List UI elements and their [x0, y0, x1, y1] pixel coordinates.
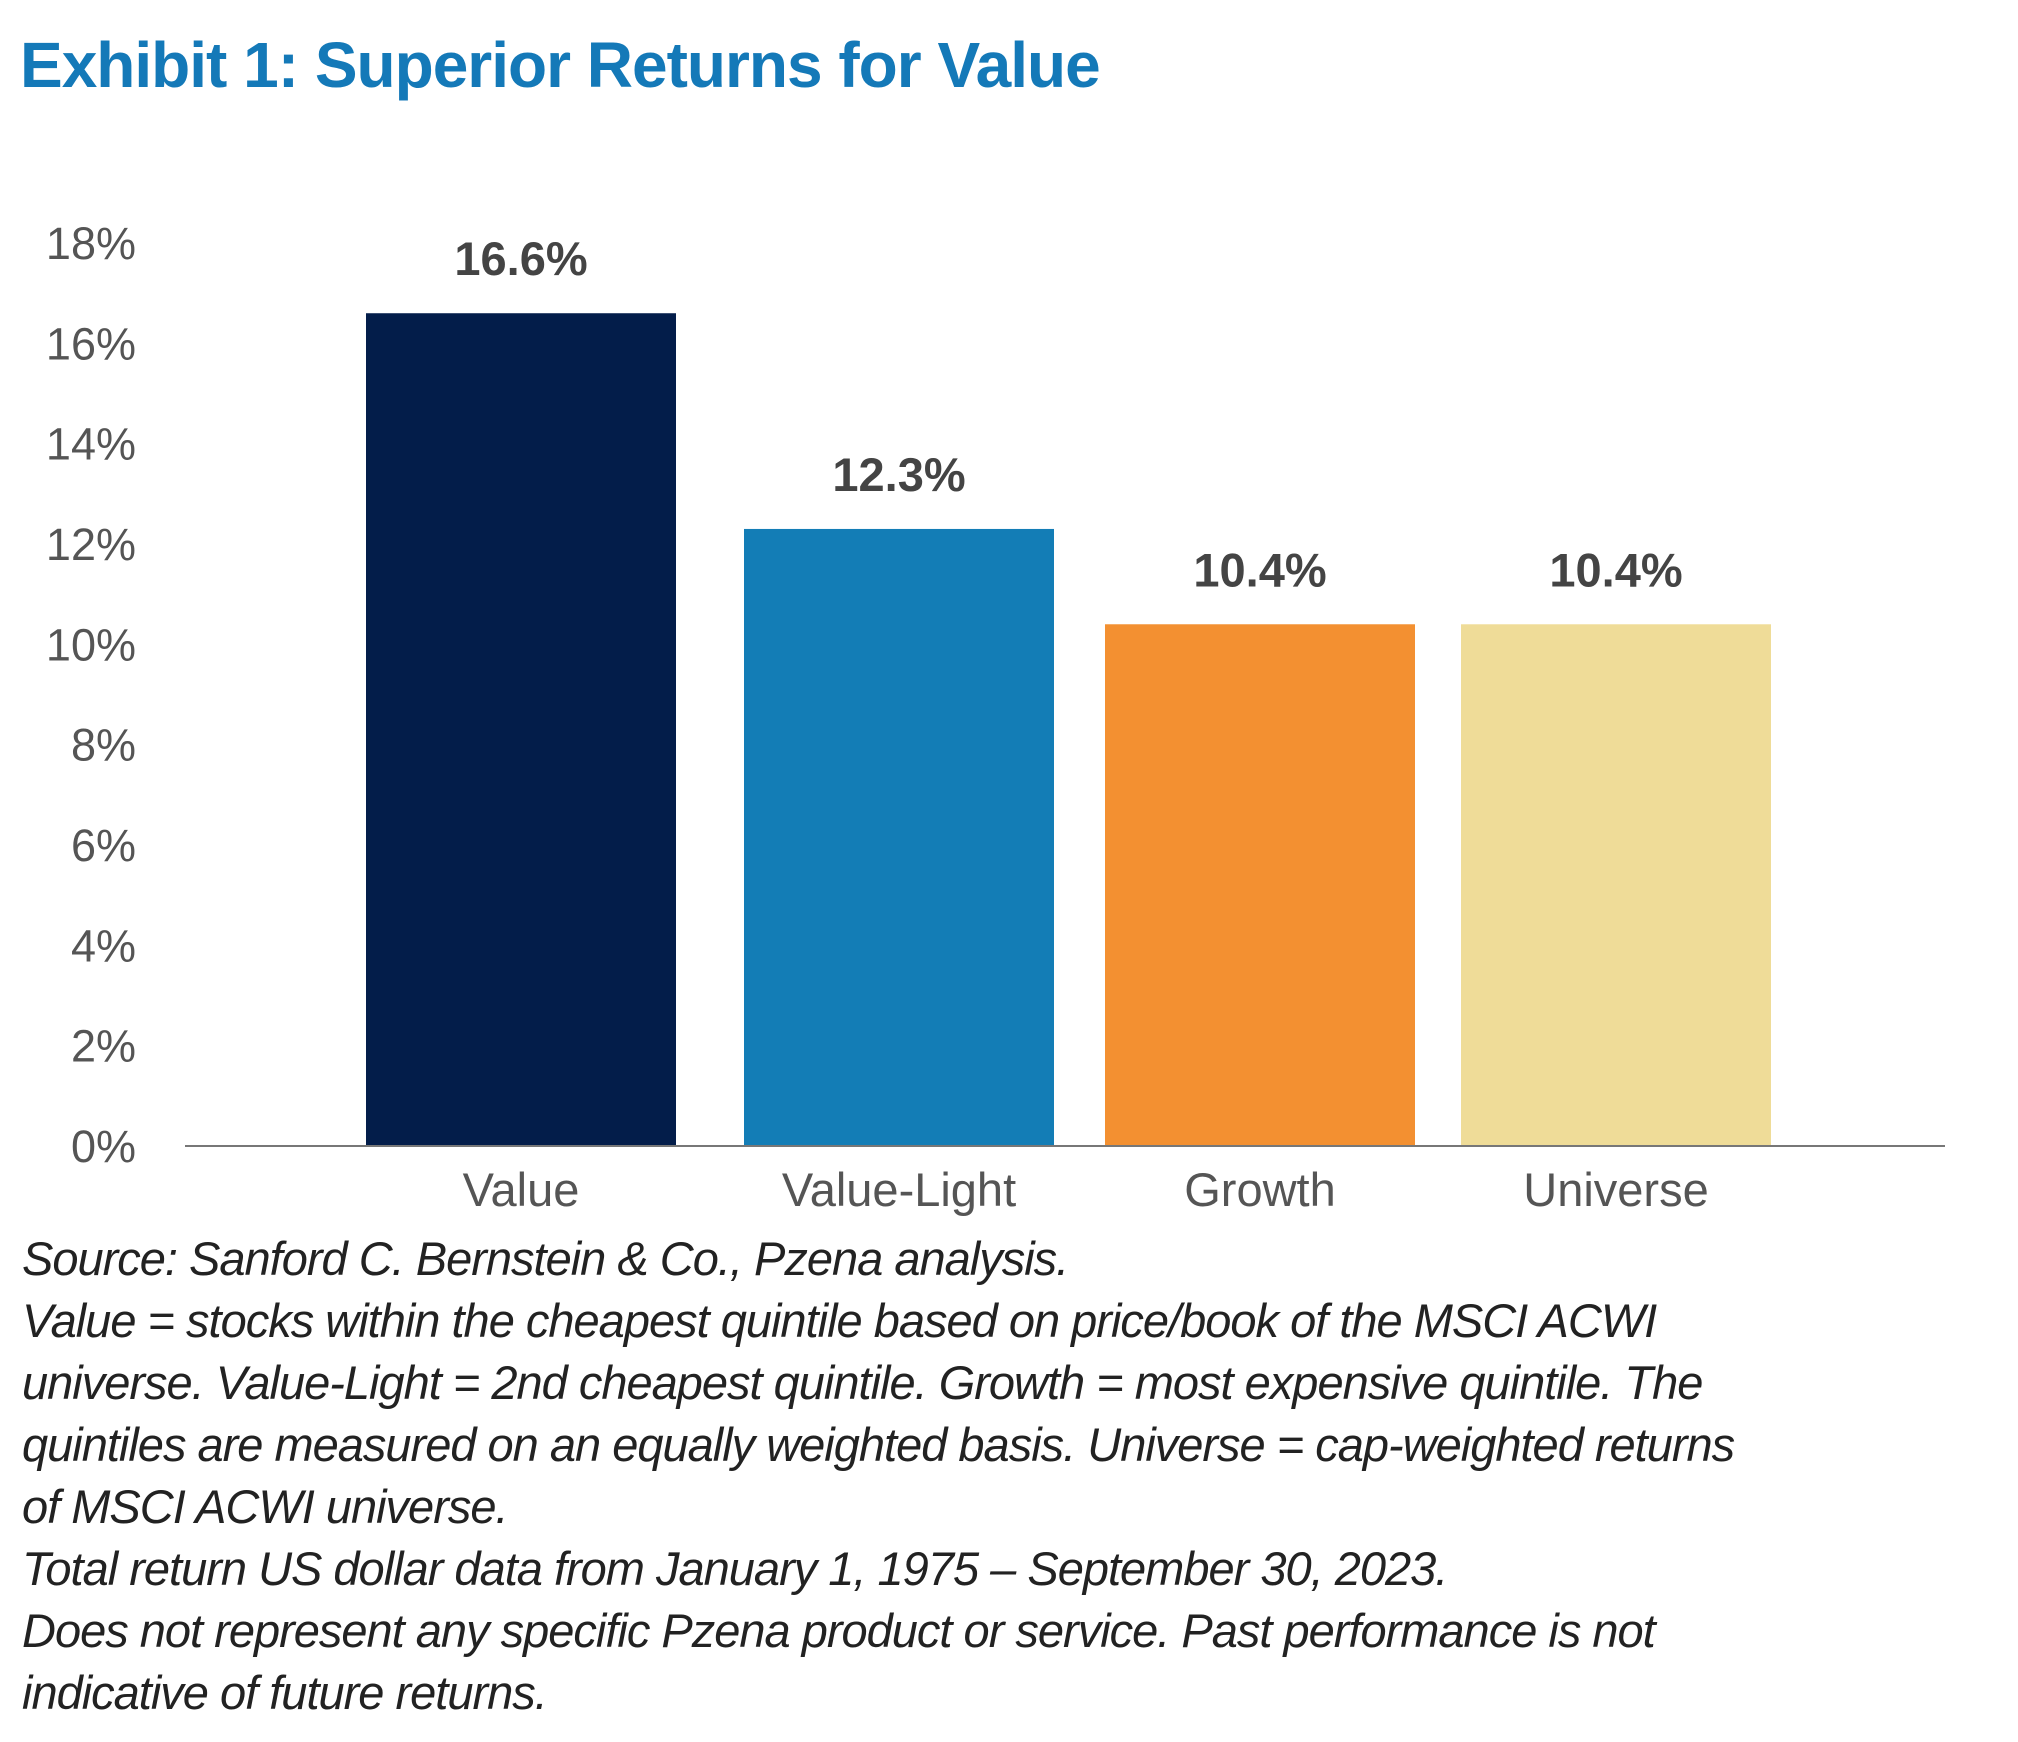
- y-axis: 0% 2% 4% 6% 8% 10% 12% 14% 16% 18%: [46, 218, 136, 1172]
- data-label: 16.6%: [454, 232, 587, 285]
- data-label: 10.4%: [1193, 543, 1326, 596]
- y-tick-label: 18%: [46, 218, 136, 269]
- data-labels: 16.6% 12.3% 10.4% 10.4%: [454, 232, 1682, 596]
- note-line: Value = stocks within the cheapest quint…: [22, 1294, 1657, 1347]
- note-line: Source: Sanford C. Bernstein & Co., Pzen…: [22, 1232, 1069, 1285]
- y-tick-label: 14%: [46, 419, 136, 470]
- note-line: of MSCI ACWI universe.: [22, 1480, 509, 1533]
- note-line: Does not represent any specific Pzena pr…: [22, 1604, 1656, 1657]
- bar: [744, 528, 1054, 1146]
- y-tick-label: 2%: [71, 1021, 136, 1072]
- y-tick-label: 8%: [71, 720, 136, 771]
- data-label: 10.4%: [1549, 543, 1682, 596]
- note-line: universe. Value-Light = 2nd cheapest qui…: [22, 1356, 1703, 1409]
- y-tick-label: 0%: [71, 1121, 136, 1172]
- y-tick-label: 4%: [71, 920, 136, 971]
- x-axis: Value Value-Light Growth Universe: [463, 1163, 1709, 1216]
- note-line: Total return US dollar data from January…: [22, 1542, 1448, 1595]
- y-tick-label: 10%: [46, 619, 136, 670]
- y-tick-label: 6%: [71, 820, 136, 871]
- y-tick-label: 12%: [46, 519, 136, 570]
- data-label: 12.3%: [832, 448, 965, 501]
- x-tick-label: Value: [463, 1163, 580, 1216]
- bar: [1461, 624, 1771, 1146]
- bars: [366, 313, 1771, 1146]
- x-tick-label: Universe: [1523, 1163, 1708, 1216]
- note-line: quintiles are measured on an equally wei…: [22, 1418, 1735, 1471]
- x-tick-label: Growth: [1184, 1163, 1336, 1216]
- source-notes: Source: Sanford C. Bernstein & Co., Pzen…: [22, 1228, 1982, 1724]
- bar: [366, 313, 676, 1146]
- y-tick-label: 16%: [46, 318, 136, 369]
- x-tick-label: Value-Light: [782, 1163, 1016, 1216]
- note-line: indicative of future returns.: [22, 1666, 548, 1719]
- chart-title: Exhibit 1: Superior Returns for Value: [20, 29, 1101, 101]
- bar: [1105, 624, 1415, 1146]
